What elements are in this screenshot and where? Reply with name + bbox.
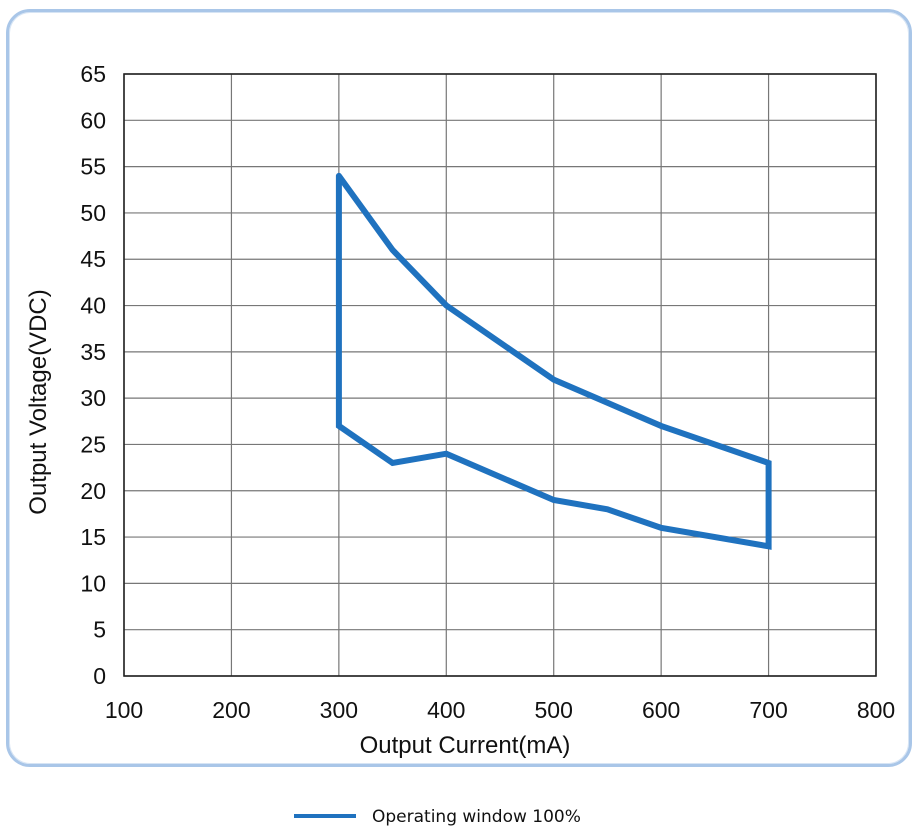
x-tick-label: 700 bbox=[749, 697, 787, 723]
y-tick-label: 5 bbox=[93, 617, 106, 643]
y-tick-label: 0 bbox=[93, 663, 106, 689]
y-tick-label: 40 bbox=[80, 293, 106, 319]
x-tick-label: 600 bbox=[642, 697, 680, 723]
legend-label: Operating window 100% bbox=[372, 807, 581, 827]
y-tick-label: 45 bbox=[80, 246, 106, 272]
series-layer bbox=[335, 172, 772, 550]
x-tick-label: 500 bbox=[535, 697, 573, 723]
y-tick-label: 65 bbox=[80, 61, 106, 87]
y-tick-labels: 0 5 10 15 20 25 30 35 40 45 50 55 60 65 bbox=[80, 61, 106, 689]
y-tick-label: 30 bbox=[80, 385, 106, 411]
y-tick-label: 25 bbox=[80, 431, 106, 457]
y-tick-label: 60 bbox=[80, 107, 106, 133]
y-tick-label: 55 bbox=[80, 154, 106, 180]
x-tick-labels: 100 200 300 400 500 600 700 800 bbox=[105, 697, 895, 723]
plot-border bbox=[123, 73, 877, 677]
y-tick-label: 35 bbox=[80, 339, 106, 365]
x-tick-label: 800 bbox=[857, 697, 895, 723]
y-axis-label: Output Voltage(VDC) bbox=[25, 289, 52, 514]
x-tick-label: 100 bbox=[105, 697, 143, 723]
y-tick-label: 10 bbox=[80, 570, 106, 596]
y-tick-label: 20 bbox=[80, 478, 106, 504]
x-axis-label: Output Current(mA) bbox=[360, 732, 571, 759]
y-tick-label: 15 bbox=[80, 524, 106, 550]
x-tick-label: 300 bbox=[320, 697, 358, 723]
series-line-operating-window bbox=[335, 172, 772, 550]
x-tick-label: 400 bbox=[427, 697, 465, 723]
chart-frame bbox=[6, 9, 912, 767]
grid bbox=[123, 73, 877, 677]
y-tick-label: 50 bbox=[80, 200, 106, 226]
legend: Operating window 100% bbox=[294, 807, 581, 827]
x-tick-label: 200 bbox=[212, 697, 250, 723]
